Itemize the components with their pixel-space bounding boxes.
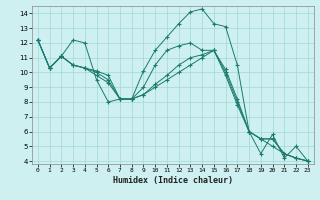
X-axis label: Humidex (Indice chaleur): Humidex (Indice chaleur) <box>113 176 233 185</box>
